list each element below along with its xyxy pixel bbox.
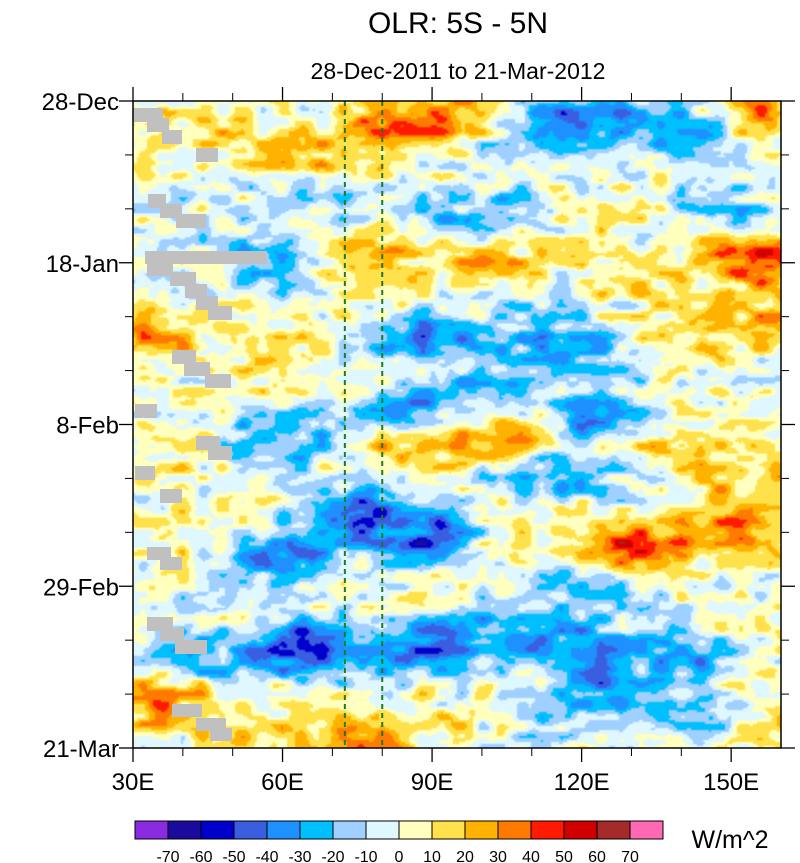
missing-data-block [208,306,232,320]
colorbar-swatch [266,820,301,840]
colorbar-label: 60 [588,849,606,863]
colorbar-label: -10 [354,849,377,863]
colorbar-swatch [332,820,367,840]
missing-data-block [160,557,182,570]
x-tick-label: 90E [411,769,454,796]
colorbar-swatch [134,820,169,840]
missing-data-block [205,374,231,388]
missing-data-block [147,118,169,132]
colorbar-label: 70 [621,849,639,863]
colorbar-swatch [398,820,433,840]
colorbar-label: -60 [189,849,212,863]
colorbar-label: 0 [395,849,404,863]
y-tick-label: 18-Jan [46,251,119,278]
colorbar-units: W/m^2 [691,826,768,854]
colorbar-label: 50 [555,849,573,863]
chart-subtitle: 28-Dec-2011 to 21-Mar-2012 [311,58,606,84]
missing-data-block [135,404,157,418]
missing-data-block [185,284,207,298]
missing-data-block [160,489,182,503]
colorbar-swatch [497,820,532,840]
colorbar-swatch [464,820,499,840]
colorbar-swatch [431,820,466,840]
colorbar-swatch [530,820,565,840]
missing-data-block [147,617,173,631]
x-axis: 30E 60E 90E 120E 150E [112,87,759,796]
missing-data-block [147,262,173,276]
olr-field [133,101,781,748]
x-tick-label: 120E [554,769,610,796]
missing-data-block [184,362,210,376]
missing-data-block [196,148,218,162]
colorbar-swatch [365,820,400,840]
y-tick-label: 21-Mar [43,736,119,763]
missing-data-block [175,640,207,654]
colorbar-label: -50 [222,849,245,863]
y-tick-label: 28-Dec [42,89,119,116]
colorbar-label: 10 [423,849,441,863]
missing-data-block [170,272,196,286]
x-tick-label: 60E [261,769,304,796]
colorbar-label: 20 [456,849,474,863]
missing-data-block [160,628,184,641]
missing-data-block [196,718,226,731]
missing-data-block [172,704,202,717]
missing-data-layer [133,108,267,741]
colorbar-swatch [299,820,334,840]
colorbar-swatch [233,820,268,840]
colorbar-label: -20 [321,849,344,863]
colorbar-swatch [596,820,631,840]
colorbar-swatch [629,820,664,840]
missing-data-block [176,214,206,228]
colorbar-label: 40 [522,849,540,863]
missing-data-block [145,251,267,264]
colorbar-label: -40 [255,849,278,863]
missing-data-block [162,130,182,144]
x-tick-label: 150E [703,769,759,796]
y-axis: 28-Dec 18-Jan 8-Feb 29-Feb 21-Mar [42,89,795,763]
colorbar: -70 -60 -50 -40 -30 -20 -10 0 10 20 30 40 50 60 70 [134,820,664,863]
colorbar-label: -30 [288,849,311,863]
chart-title: OLR: 5S - 5N [368,7,548,40]
missing-data-block [172,350,196,364]
x-tick-label: 30E [112,769,155,796]
colorbar-swatch [563,820,598,840]
missing-data-block [135,466,155,480]
y-tick-label: 8-Feb [56,413,119,440]
y-tick-label: 29-Feb [43,574,119,601]
colorbar-label: 30 [489,849,507,863]
colorbar-swatch [200,820,235,840]
missing-data-block [208,446,232,460]
colorbar-label: -70 [156,849,179,863]
colorbar-swatch [167,820,202,840]
missing-data-block [147,547,171,560]
missing-data-block [210,728,232,741]
